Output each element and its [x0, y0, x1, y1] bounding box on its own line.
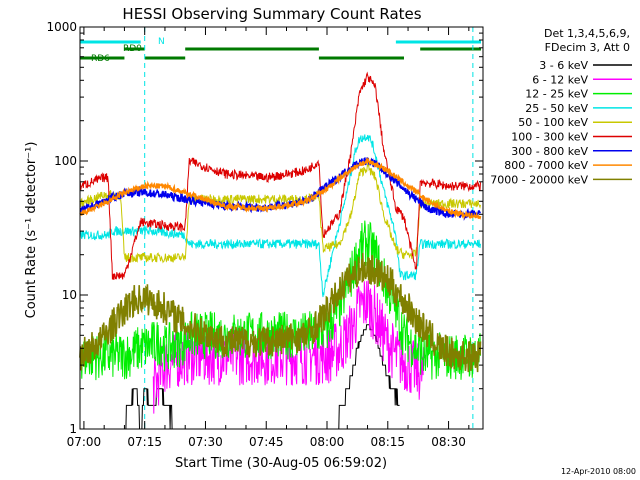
chart-title: HESSI Observing Summary Count Rates [122, 5, 421, 23]
y-tick-label: 1 [69, 422, 77, 436]
x-tick-label: 08:00 [310, 435, 345, 449]
plot-frame [79, 26, 484, 430]
flag-label: N [158, 37, 165, 47]
legend-label: 300 - 800 keV [511, 145, 588, 158]
legend-label: 6 - 12 keV [532, 73, 588, 86]
series-layer [79, 71, 482, 430]
date-stamp: 12-Apr-2010 08:00 [561, 467, 636, 476]
legend-label: 3 - 6 keV [539, 59, 588, 72]
x-tick-label: 07:15 [127, 435, 162, 449]
series-line [79, 220, 481, 381]
series-line [79, 252, 482, 373]
flag-label: RD0 [123, 44, 142, 54]
series-line [79, 71, 481, 280]
legend-label: 25 - 50 keV [525, 102, 588, 115]
flag-label: RD6 [91, 54, 110, 64]
legend-label: 50 - 100 keV [518, 116, 588, 129]
x-tick-label: 07:45 [249, 435, 284, 449]
legend-label: 100 - 300 keV [511, 131, 588, 144]
y-tick-label: 10 [62, 288, 77, 302]
legend-label: 7000 - 20000 keV [490, 173, 588, 186]
series-line [79, 157, 482, 220]
legend-label: 12 - 25 keV [525, 88, 588, 101]
series-line [79, 163, 481, 264]
y-tick-label: 100 [54, 154, 77, 168]
x-tick-label: 07:00 [67, 435, 102, 449]
y-tick-label: 1000 [46, 20, 77, 34]
y-axis: 1 10 100 1000 [46, 20, 483, 436]
legend-header: Det 1,3,4,5,6,9, [544, 27, 630, 40]
y-axis-label: Count Rate (s⁻¹ detector⁻¹) [24, 142, 39, 319]
legend-label: 800 - 7000 keV [504, 159, 588, 172]
x-axis: 07:00 07:15 07:30 07:45 08:00 08:15 08:30 [67, 27, 470, 449]
flag-bars: N RD0 RD6 [80, 37, 481, 64]
series-line [79, 134, 481, 298]
x-tick-label: 08:30 [431, 435, 466, 449]
legend-header: FDecim 3, Att 0 [545, 41, 630, 54]
x-tick-label: 08:15 [370, 435, 405, 449]
x-axis-label: Start Time (30-Aug-05 06:59:02) [175, 456, 387, 471]
x-tick-label: 07:30 [188, 435, 223, 449]
legend: Det 1,3,4,5,6,9,FDecim 3, Att 0 3 - 6 keV… [490, 27, 632, 186]
